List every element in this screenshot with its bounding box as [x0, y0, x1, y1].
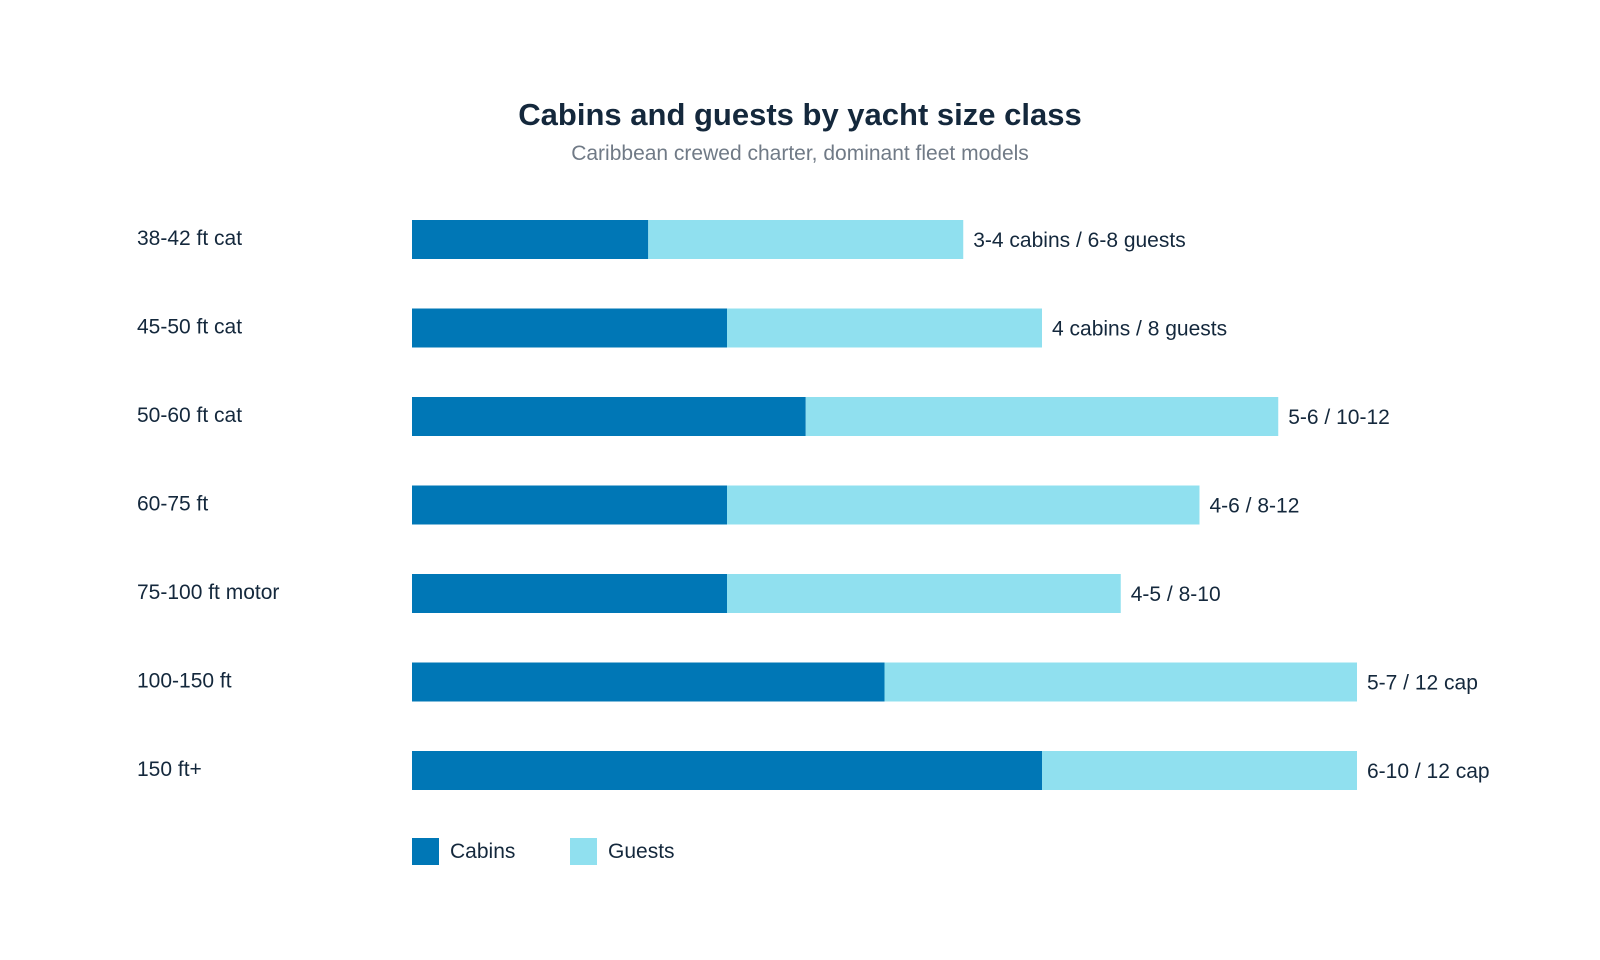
data-label: 4-6 / 8-12: [1210, 495, 1300, 518]
legend-swatch-cabins: [412, 838, 439, 865]
data-label: 5-7 / 12 cap: [1367, 672, 1478, 695]
data-label: 6-10 / 12 cap: [1367, 760, 1490, 783]
bar-cabins: [412, 485, 727, 525]
bar-guests: [805, 397, 1279, 436]
bar-cabins: [412, 751, 1042, 790]
chart-title: Cabins and guests by yacht size class: [518, 97, 1081, 132]
bar-cabins: [412, 397, 806, 436]
bar-guests: [1042, 751, 1357, 790]
category-label: 50-60 ft cat: [137, 404, 242, 427]
bar-cabins: [412, 308, 727, 348]
category-label: 45-50 ft cat: [137, 316, 242, 339]
data-label: 4-5 / 8-10: [1131, 583, 1221, 606]
category-label: 75-100 ft motor: [137, 581, 279, 604]
category-label: 100-150 ft: [137, 670, 232, 693]
legend-swatch-guests: [570, 838, 597, 865]
bar-guests: [727, 485, 1200, 525]
data-label: 5-6 / 10-12: [1288, 406, 1390, 429]
bar-guests: [648, 220, 964, 259]
bar-guests: [727, 574, 1121, 613]
category-label: 150 ft+: [137, 758, 202, 781]
bar-cabins: [412, 574, 727, 613]
data-label: 3-4 cabins / 6-8 guests: [973, 229, 1185, 252]
chart-subtitle: Caribbean crewed charter, dominant fleet…: [571, 142, 1029, 165]
category-label: 38-42 ft cat: [137, 227, 242, 250]
category-label: 60-75 ft: [137, 493, 208, 516]
data-label: 4 cabins / 8 guests: [1052, 318, 1227, 341]
bar-cabins: [412, 662, 885, 702]
bar-guests: [727, 308, 1042, 348]
legend-label-guests: Guests: [608, 840, 675, 863]
legend: Cabins Guests: [412, 838, 675, 865]
legend-label-cabins: Cabins: [450, 840, 515, 863]
bar-cabins: [412, 220, 649, 259]
bars-group: 38-42 ft cat 3-4 cabins / 6-8 guests 45-50…: [137, 220, 1490, 790]
bar-guests: [884, 662, 1357, 702]
